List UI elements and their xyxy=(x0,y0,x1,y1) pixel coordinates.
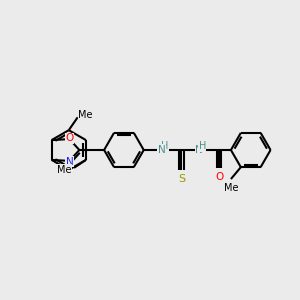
Text: N: N xyxy=(158,145,165,155)
Text: Me: Me xyxy=(78,110,93,120)
Text: H: H xyxy=(199,141,206,151)
Text: N: N xyxy=(195,145,203,155)
Text: S: S xyxy=(178,174,185,184)
Text: N: N xyxy=(66,157,73,167)
Text: Me: Me xyxy=(224,183,238,193)
Text: O: O xyxy=(215,172,223,182)
Text: Me: Me xyxy=(57,165,71,175)
Text: H: H xyxy=(161,141,168,151)
Text: O: O xyxy=(65,133,74,143)
